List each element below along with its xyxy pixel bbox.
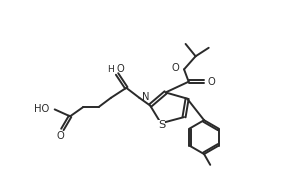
Text: O: O	[172, 63, 179, 73]
Text: HO: HO	[34, 104, 49, 114]
Text: N: N	[142, 92, 149, 102]
Text: O: O	[208, 77, 216, 87]
Text: O: O	[56, 131, 64, 141]
Text: H: H	[107, 65, 114, 74]
Text: S: S	[158, 120, 165, 130]
Text: O: O	[116, 64, 124, 74]
